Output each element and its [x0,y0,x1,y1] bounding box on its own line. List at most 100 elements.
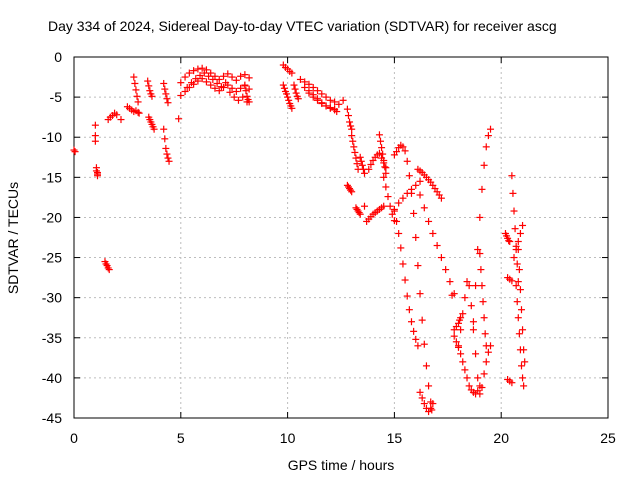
x-tick-label: 5 [177,430,185,446]
data-point [378,144,386,152]
data-point [198,64,206,72]
data-point [356,210,364,218]
data-point [356,153,364,161]
data-point [220,72,228,80]
data-point [339,96,347,104]
data-point [420,340,428,348]
data-point [416,388,424,396]
data-point [232,87,240,95]
data-point [343,105,351,113]
data-point [393,217,401,225]
data-point [425,217,433,225]
data-point [185,69,193,77]
data-point [357,157,365,165]
data-point [351,148,359,156]
data-point [472,282,480,290]
data-point [335,100,343,108]
y-tick-label: -45 [42,410,62,426]
data-point [403,292,411,300]
data-point [232,76,240,84]
data-point [416,177,424,185]
data-point [474,374,482,382]
data-point [512,282,520,290]
data-point [348,132,356,140]
data-point [284,93,292,101]
y-tick-label: -5 [50,89,63,105]
data-point [348,188,356,196]
data-point [469,318,477,326]
data-point [285,96,293,104]
data-point [410,327,418,335]
data-point [395,229,403,237]
data-point [513,298,521,306]
data-point [437,194,445,202]
data-point [288,69,296,77]
data-point [224,70,232,78]
data-point [520,382,528,390]
data-point [380,156,388,164]
data-point [457,326,465,334]
data-point [346,118,354,126]
data-point [446,278,454,286]
data-point [514,278,522,286]
data-point [484,348,492,356]
data-point [418,316,426,324]
data-point [234,96,242,104]
data-point [314,96,322,104]
data-point [420,204,428,212]
data-point [478,282,486,290]
data-point [175,115,183,123]
data-point [521,358,529,366]
y-tick-label: -25 [42,250,62,266]
data-point [194,65,202,73]
data-point [162,90,170,98]
data-point [290,81,298,89]
data-point [514,314,522,322]
data-point [429,400,437,408]
data-point [207,81,215,89]
data-point [480,314,488,322]
data-point [70,146,78,154]
data-point [481,330,489,338]
data-point [309,83,317,91]
data-point [459,358,467,366]
data-point [245,74,253,82]
data-point [508,277,516,285]
data-point [134,98,142,106]
data-point [243,92,251,100]
data-point [465,282,473,290]
x-axis-label: GPS time / hours [288,457,395,473]
data-point [331,98,339,106]
data-point [427,404,435,412]
data-point [91,137,99,145]
data-point [390,207,398,215]
data-point [215,75,223,83]
data-points [70,61,529,416]
data-point [467,302,475,310]
data-point [242,87,250,95]
axis-tick-labels: 0 5 10 15 20 25 0 -5 -10 -15 -20 -25 -30 -35 -40 -45 [42,49,616,446]
data-point [414,262,422,270]
data-point [515,330,523,338]
data-point [177,92,185,100]
y-tick-label: -35 [42,330,62,346]
data-point [442,266,450,274]
data-point [463,278,471,286]
data-point [510,207,518,215]
data-point [375,149,383,157]
data-point [422,362,430,370]
data-point [381,163,389,171]
data-point [280,84,288,92]
data-point [477,266,485,274]
data-point [416,290,424,298]
data-point [196,71,204,79]
data-point [190,67,198,75]
data-point [237,72,245,80]
data-point [288,104,296,112]
plot-frame [73,56,609,419]
data-point [133,92,141,100]
data-point [480,161,488,169]
data-point [478,185,486,193]
data-point [465,382,473,390]
data-point [412,181,420,189]
